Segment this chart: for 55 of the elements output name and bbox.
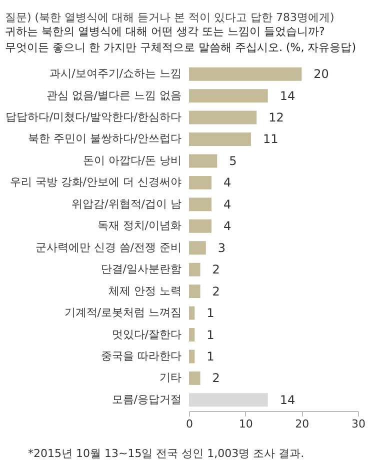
data-label: 1 <box>206 349 214 364</box>
bar <box>189 350 195 364</box>
data-label: 4 <box>224 176 232 190</box>
data-label: 2 <box>212 262 220 277</box>
bar <box>189 306 195 320</box>
data-label: 2 <box>212 284 220 298</box>
chart-title: 질문) (북한 열병식에 대해 듣거나 본 적이 있다고 답한 783명에게) <box>5 11 334 24</box>
y-tick-label: 답답하다/미쳤다/발악한다/한심하다 <box>5 110 182 124</box>
data-label: 5 <box>229 154 237 168</box>
data-label: 4 <box>224 197 232 212</box>
y-tick-label: 관심 없음/별다른 느낌 없음 <box>46 88 182 102</box>
bar <box>189 154 218 168</box>
y-tick-label: 중국을 따라한다 <box>101 349 182 362</box>
y-tick-label: 모름/응답거절 <box>112 392 182 406</box>
x-tick-label: 30 <box>352 418 366 430</box>
bar <box>189 284 200 298</box>
x-tick-label: 0 <box>186 418 193 430</box>
data-label: 14 <box>280 88 296 103</box>
bar <box>189 198 212 212</box>
y-tick-label: 과시/보여주기/쇼하는 느낌 <box>50 67 182 80</box>
text: *2015년 10월 13~15일 전국 성인 1,003명 조사 결과. <box>28 446 304 461</box>
bar <box>189 328 195 342</box>
y-tick-label: 멋있다/잘한다 <box>112 328 182 341</box>
bar <box>189 262 200 276</box>
data-label: 2 <box>212 371 220 386</box>
chart-subtitle: 귀하는 북한의 열병식에 대해 어떤 생각 또는 느낌이 들었습니까? 무엇이든 좋으니 한 가지만 구체적으로 말씀해 주십시오. (%, 자유응답) <box>5 25 356 54</box>
data-label: 20 <box>314 67 329 82</box>
y-tick-label: 기계적/로봇처럼 느껴짐 <box>64 306 182 320</box>
y-tick-label: 우리 국방 강화/안보에 더 신경써야 <box>10 176 182 189</box>
y-tick-label: 독재 정치/이념화 <box>97 219 182 232</box>
data-label: 14 <box>280 392 296 407</box>
bar <box>189 176 212 190</box>
bar <box>189 132 251 146</box>
bar <box>189 241 206 255</box>
bar <box>189 67 302 81</box>
x-tick-label: 20 <box>295 418 310 430</box>
y-tick-label: 군사력에만 신경 씀/전쟁 준비 <box>35 240 182 254</box>
y-tick-label: 돈이 아깝다/돈 낭비 <box>82 154 182 167</box>
bar <box>189 110 257 124</box>
data-label: 12 <box>268 110 284 125</box>
y-tick-label: 단결/일사분란함 <box>100 262 182 276</box>
x-tick-label: 10 <box>238 418 253 430</box>
bar <box>189 219 212 233</box>
data-label: 11 <box>262 132 278 146</box>
y-tick-label: 기타 <box>160 371 182 384</box>
y-tick-label: 북한 주민이 불쌍하다/안쓰럽다 <box>28 132 182 146</box>
data-label: 1 <box>206 328 214 342</box>
bar <box>189 393 268 407</box>
data-label: 3 <box>218 240 226 255</box>
data-label: 1 <box>206 306 214 320</box>
y-tick-label: 위압감/위협적/겁이 남 <box>72 197 182 210</box>
bar <box>189 89 268 103</box>
y-tick-label: 체제 안정 노력 <box>108 284 182 298</box>
data-label: 4 <box>224 219 232 234</box>
bar <box>189 371 200 385</box>
